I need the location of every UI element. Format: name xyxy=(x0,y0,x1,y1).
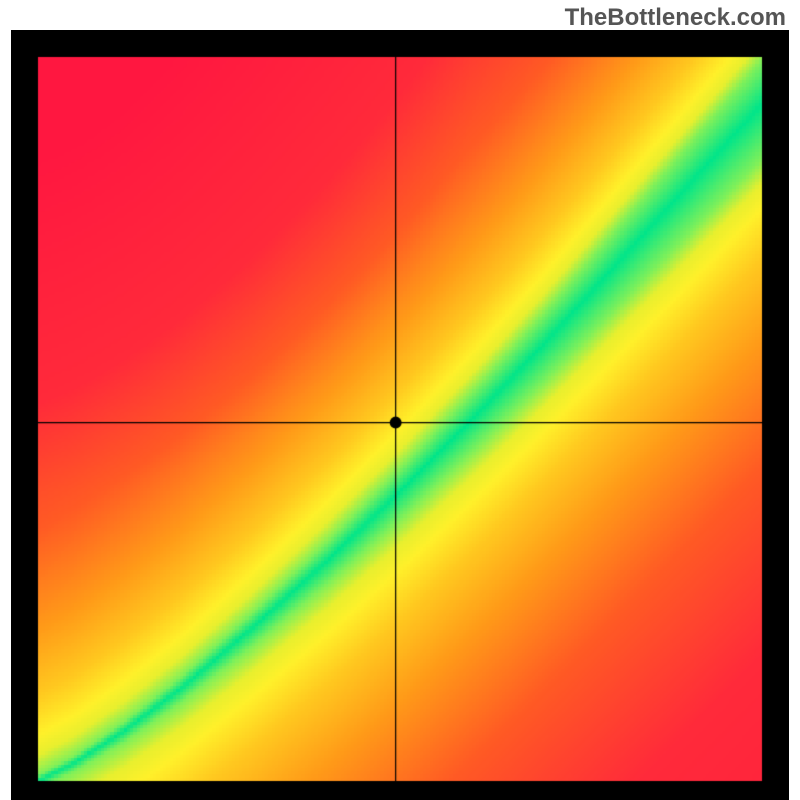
chart-container: { "watermark": { "text": "TheBottleneck.… xyxy=(0,0,800,800)
bottleneck-heatmap xyxy=(11,30,789,800)
watermark-text: TheBottleneck.com xyxy=(565,4,786,32)
